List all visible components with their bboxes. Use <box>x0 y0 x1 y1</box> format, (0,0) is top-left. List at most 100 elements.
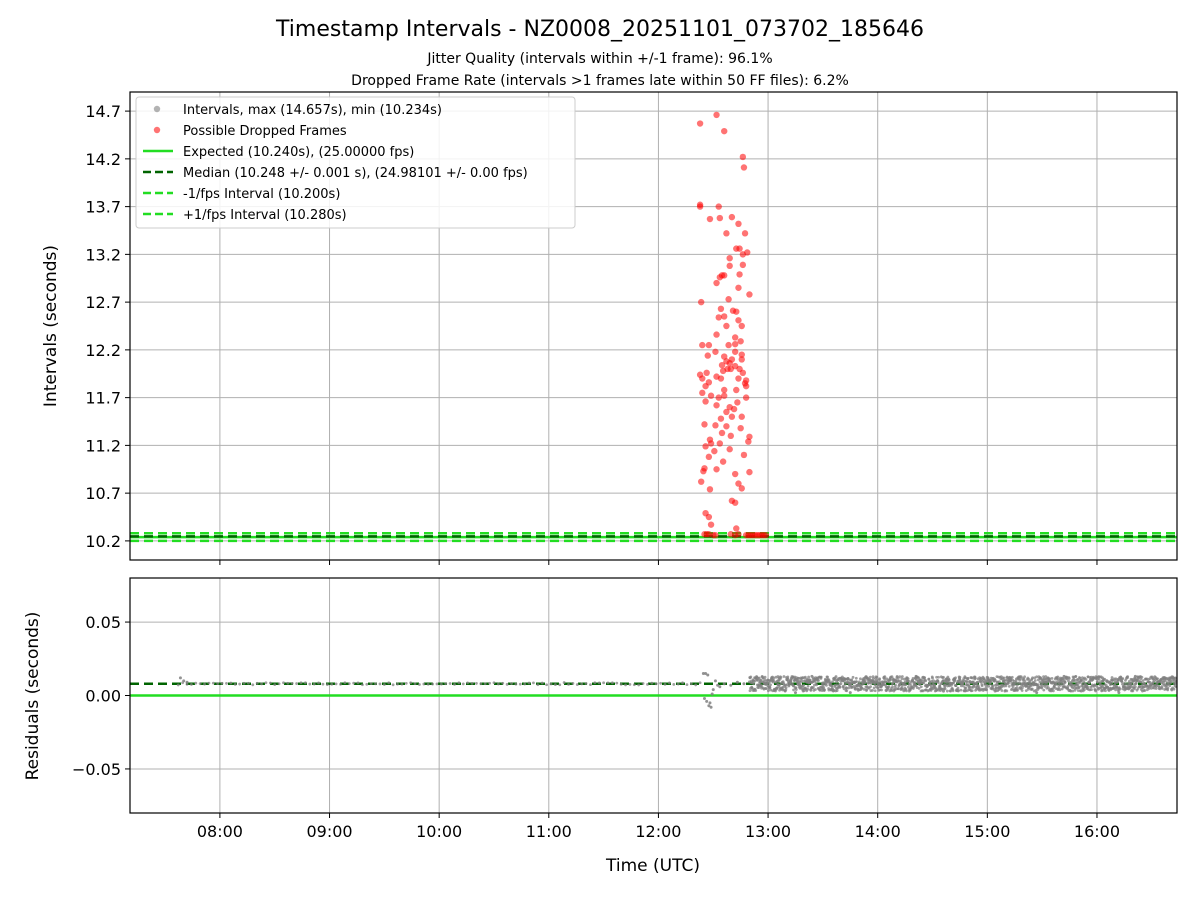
residual-point <box>1002 676 1006 680</box>
legend-box <box>135 96 576 229</box>
residual-point <box>251 683 255 687</box>
residual-point <box>991 684 995 688</box>
dropped-frame-point <box>746 291 753 298</box>
residual-point <box>830 684 834 688</box>
residual-point <box>264 681 268 685</box>
residual-point <box>510 682 513 685</box>
residual-point <box>829 682 832 686</box>
residual-point <box>198 682 202 686</box>
intervals-y-tick-label: 12.7 <box>85 293 121 312</box>
residual-point <box>854 687 857 691</box>
residual-point <box>584 682 588 685</box>
intervals-y-tick-label: 14.2 <box>85 150 121 169</box>
residual-point <box>1000 689 1004 692</box>
residual-point <box>941 689 945 693</box>
residual-point <box>343 681 347 685</box>
dropped-frame-point <box>713 279 720 287</box>
residual-point <box>891 685 894 689</box>
residual-point <box>619 682 623 686</box>
dropped-frame-point <box>736 245 743 252</box>
residual-point <box>1039 676 1043 680</box>
residual-point <box>806 687 810 691</box>
residuals-y-tick-label: 0.00 <box>85 687 121 706</box>
residual-point <box>949 689 953 693</box>
residual-point <box>1166 686 1170 690</box>
dropped-frame-point <box>712 348 719 355</box>
residual-point <box>295 682 299 685</box>
dropped-frame-point <box>713 111 720 119</box>
residual-point <box>321 682 325 686</box>
residual-point <box>931 676 934 680</box>
residual-point <box>900 677 904 681</box>
residual-point <box>1082 680 1086 684</box>
residuals-x-tick-label: 12:00 <box>635 822 681 841</box>
residual-point <box>869 685 872 688</box>
dropped-frame-point <box>721 313 728 320</box>
residual-point <box>750 686 754 690</box>
residual-point <box>904 683 908 687</box>
dropped-frame-points <box>696 111 770 539</box>
intervals-y-tick-label: 11.2 <box>85 436 121 455</box>
residual-point <box>817 679 820 682</box>
dropped-frame-point <box>726 446 733 453</box>
residual-point <box>708 701 712 705</box>
residual-point <box>1143 689 1147 692</box>
residual-point <box>942 675 945 679</box>
residual-point <box>330 682 334 686</box>
residual-point <box>1110 681 1114 685</box>
residual-point <box>842 687 846 691</box>
residual-point <box>772 676 776 680</box>
residual-point <box>932 679 936 683</box>
residual-point <box>553 683 557 686</box>
residual-point <box>470 682 474 685</box>
residual-point <box>562 681 566 684</box>
residual-point <box>935 675 939 679</box>
residuals-x-tick-label: 09:00 <box>306 822 352 841</box>
residual-point <box>606 681 610 685</box>
residual-point <box>1080 682 1084 686</box>
residual-point <box>962 684 965 688</box>
dropped-frame-point <box>735 375 742 382</box>
residual-point <box>924 679 928 683</box>
residual-point <box>1035 675 1039 679</box>
residual-point <box>809 689 813 692</box>
residual-point <box>391 683 395 687</box>
residual-point <box>1129 683 1133 687</box>
dropped-frame-point <box>725 296 732 303</box>
residual-point <box>1056 675 1060 679</box>
dropped-frame-point <box>696 120 704 127</box>
residual-point <box>1024 689 1028 693</box>
dropped-frame-point <box>731 340 739 348</box>
residual-point <box>1043 683 1047 687</box>
dropped-frame-point <box>717 375 725 382</box>
residual-point <box>704 671 708 675</box>
residual-point <box>878 677 882 681</box>
intervals-plot-frame <box>129 91 1178 561</box>
residual-point <box>1076 683 1080 687</box>
residual-point <box>1033 679 1037 682</box>
dropped-frame-point <box>726 360 733 367</box>
residual-point <box>876 686 880 689</box>
residual-point <box>810 674 814 678</box>
residual-point <box>1016 688 1019 692</box>
residual-point <box>1094 689 1097 693</box>
residual-point <box>701 671 705 675</box>
residual-point <box>387 681 391 685</box>
residual-point <box>862 687 866 691</box>
dropped-frame-point <box>717 415 725 422</box>
residual-point <box>1007 681 1010 685</box>
residual-point <box>1055 680 1059 684</box>
residual-point <box>1067 677 1071 680</box>
residual-point <box>834 677 837 681</box>
residual-point <box>1038 680 1042 684</box>
residual-point <box>1133 674 1137 678</box>
residual-point <box>838 685 842 689</box>
residual-point <box>1007 684 1011 688</box>
residual-point <box>654 682 658 686</box>
residual-point <box>839 682 843 686</box>
residual-point <box>1117 691 1121 695</box>
residual-point <box>325 683 329 686</box>
residual-point <box>1100 676 1104 680</box>
dropped-frame-point <box>740 451 748 459</box>
dropped-frame-point <box>713 331 720 338</box>
